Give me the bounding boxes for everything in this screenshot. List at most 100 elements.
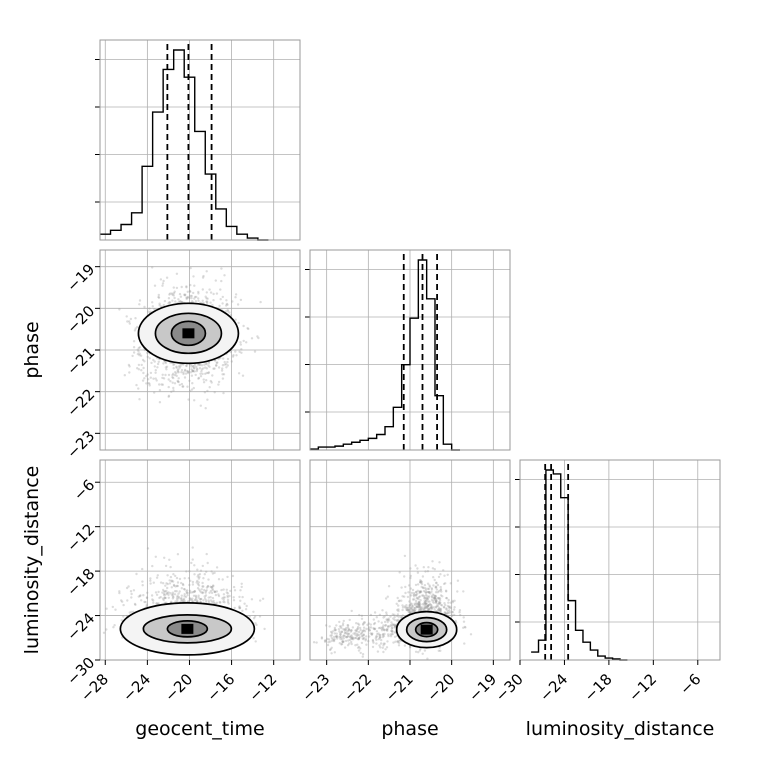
sample-point (194, 597, 198, 600)
sample-point (220, 267, 223, 270)
sample-point (384, 597, 388, 600)
sample-point (410, 603, 413, 606)
sample-point (183, 588, 186, 591)
sample-point (204, 366, 207, 369)
sample-point (418, 603, 421, 607)
sample-point (183, 293, 186, 296)
sample-point (362, 633, 365, 637)
sample-point (434, 586, 437, 589)
sample-point (112, 626, 115, 629)
sample-point (175, 374, 178, 378)
sample-point (207, 599, 210, 602)
sample-point (439, 588, 443, 591)
sample-point (385, 628, 388, 631)
sample-point (141, 584, 144, 587)
sample-point (420, 582, 424, 586)
sample-point (172, 596, 175, 599)
sample-point (210, 381, 213, 384)
sample-point (195, 581, 198, 584)
sample-point (333, 632, 336, 635)
sample-point (141, 567, 144, 571)
sample-point (207, 578, 210, 581)
sample-point (462, 626, 465, 629)
sample-point (195, 295, 198, 299)
sample-point (149, 577, 152, 580)
sample-point (425, 602, 428, 605)
sample-point (438, 601, 441, 605)
sample-point (410, 606, 413, 609)
sample-point (437, 600, 441, 604)
sample-point (408, 611, 411, 614)
sample-point (176, 370, 180, 373)
sample-point (334, 635, 338, 638)
sample-point (220, 279, 223, 283)
sample-point (172, 372, 175, 375)
sample-point (176, 595, 179, 599)
sample-point (333, 628, 336, 631)
sample-point (157, 590, 160, 594)
sample-point (340, 630, 344, 633)
sample-point (170, 579, 173, 582)
sample-point (193, 599, 197, 602)
sample-point (425, 599, 428, 603)
sample-point (439, 608, 442, 611)
sample-point (373, 611, 377, 614)
sample-point (452, 608, 456, 611)
sample-point (328, 625, 331, 628)
sample-point (239, 589, 242, 592)
sample-point (261, 597, 265, 600)
sample-point (405, 607, 408, 610)
sample-point (433, 608, 436, 611)
sample-point (169, 380, 172, 383)
sample-point (194, 300, 198, 303)
sample-point (239, 599, 242, 602)
sample-point (407, 610, 410, 614)
sample-point (201, 299, 204, 302)
sample-point (252, 610, 255, 613)
sample-point (418, 595, 422, 598)
sample-point (337, 628, 341, 631)
sample-point (232, 596, 235, 599)
sample-point (361, 637, 364, 640)
sample-point (357, 623, 361, 626)
sample-point (456, 590, 459, 593)
sample-point (437, 608, 440, 611)
sample-point (177, 365, 181, 368)
x-tick-label: −6 (676, 670, 704, 698)
sample-point (155, 593, 159, 596)
sample-point (393, 624, 396, 628)
sample-point (193, 590, 196, 593)
sample-point (395, 614, 399, 618)
sample-point (175, 584, 179, 588)
sample-point (229, 350, 232, 354)
sample-point (205, 362, 208, 366)
sample-point (442, 582, 446, 586)
density-peak-cell (181, 623, 194, 634)
sample-point (190, 374, 194, 377)
sample-point (437, 590, 441, 593)
sample-point (259, 300, 262, 304)
y-tick-label: −21 (63, 344, 98, 379)
sample-point (185, 591, 189, 595)
sample-point (423, 599, 426, 602)
sample-point (143, 305, 146, 309)
sample-point (356, 633, 359, 637)
sample-point (439, 589, 442, 592)
sample-point (348, 628, 351, 632)
sample-point (189, 371, 193, 374)
sample-point (386, 627, 389, 631)
sample-point (197, 573, 200, 577)
sample-point (171, 580, 175, 583)
sample-point (444, 589, 448, 592)
sample-point (179, 597, 183, 601)
sample-point (177, 592, 180, 595)
sample-point (341, 638, 344, 641)
sample-point (201, 564, 204, 568)
sample-point (426, 605, 429, 608)
sample-point (148, 357, 151, 360)
sample-point (165, 582, 168, 585)
sample-point (216, 361, 219, 364)
sample-point (331, 630, 334, 633)
sample-point (189, 294, 192, 298)
sample-point (223, 596, 226, 599)
